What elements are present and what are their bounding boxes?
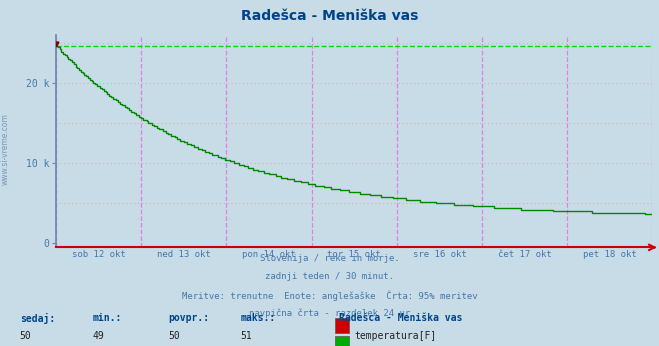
Text: 50: 50 (20, 331, 32, 341)
Text: temperatura[F]: temperatura[F] (355, 331, 437, 341)
Text: 50: 50 (168, 331, 180, 341)
Text: maks.:: maks.: (241, 313, 275, 323)
Text: www.si-vreme.com: www.si-vreme.com (1, 113, 10, 185)
Text: Meritve: trenutne  Enote: anglešaške  Črta: 95% meritev: Meritve: trenutne Enote: anglešaške Črta… (182, 290, 477, 301)
Text: 49: 49 (92, 331, 104, 341)
Text: Radešca - Meniška vas: Radešca - Meniška vas (241, 9, 418, 22)
Text: navpična črta - razdelek 24 ur: navpična črta - razdelek 24 ur (249, 308, 410, 318)
Text: min.:: min.: (92, 313, 122, 323)
Text: 51: 51 (241, 331, 252, 341)
Text: Radešca - Meniška vas: Radešca - Meniška vas (339, 313, 463, 323)
Text: Slovenija / reke in morje.: Slovenija / reke in morje. (260, 254, 399, 263)
Text: povpr.:: povpr.: (168, 313, 209, 323)
Text: zadnji teden / 30 minut.: zadnji teden / 30 minut. (265, 272, 394, 281)
Text: sedaj:: sedaj: (20, 313, 55, 324)
